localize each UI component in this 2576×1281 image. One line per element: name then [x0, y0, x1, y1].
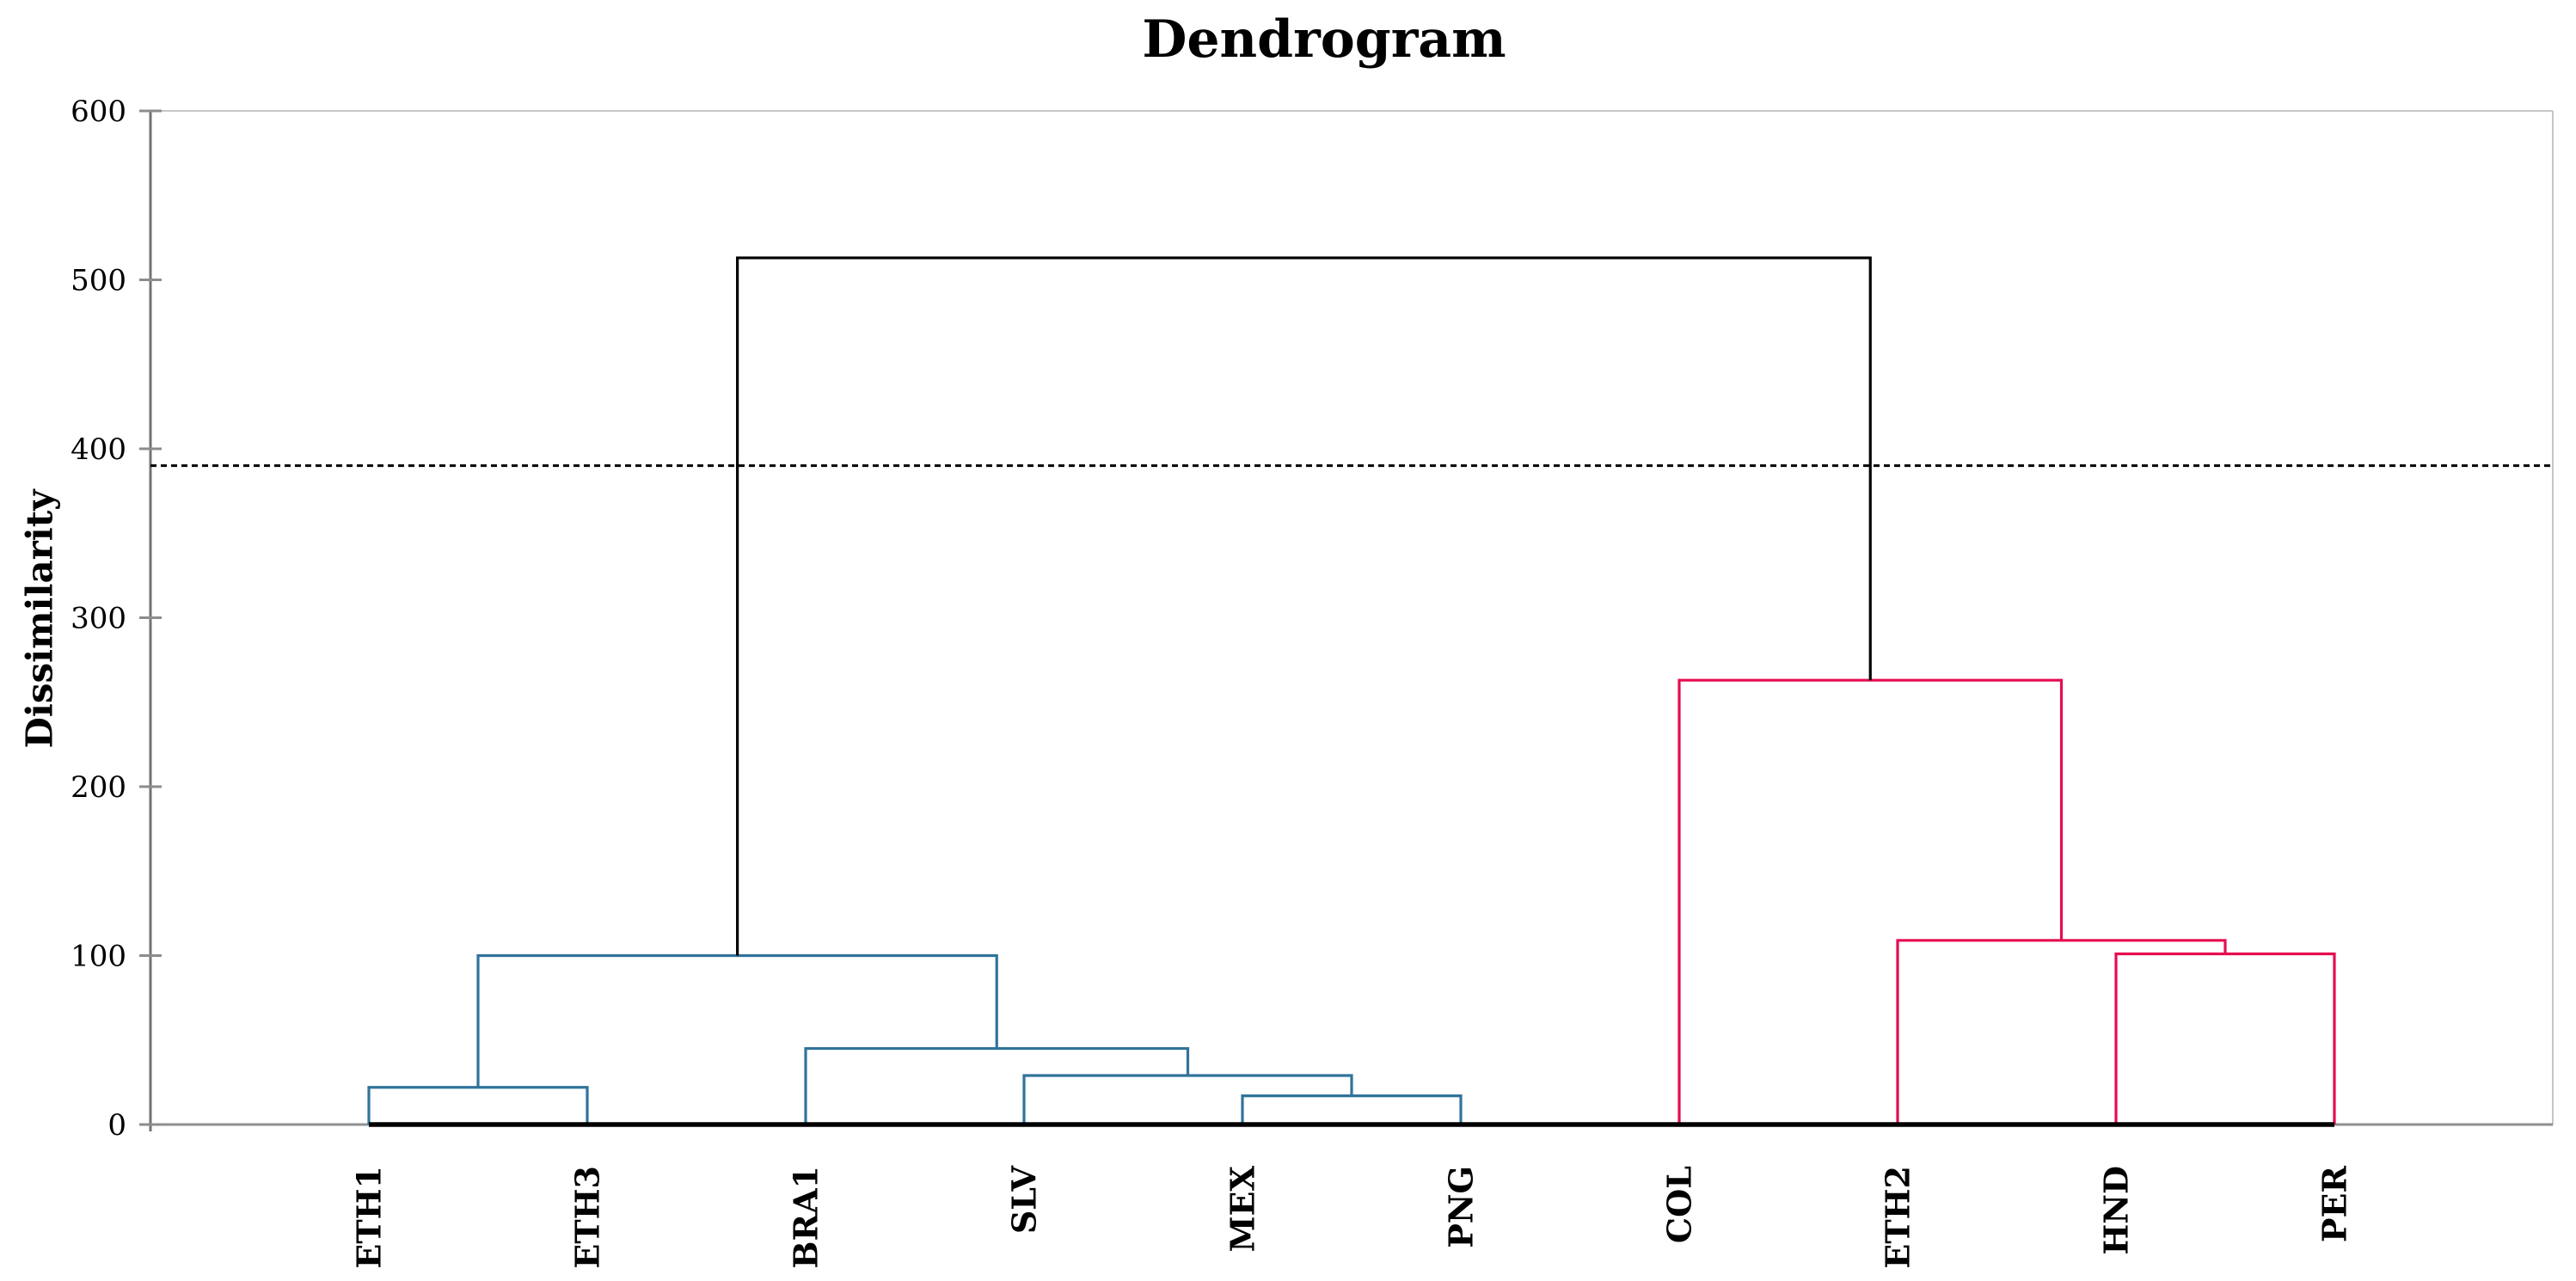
- y-tick-label: 100: [71, 940, 126, 974]
- cluster-link-m8: [1677, 678, 2064, 1125]
- leaf-label-eth1: ETH1: [350, 1166, 389, 1269]
- cluster-link-m6: [2114, 952, 2336, 1125]
- cluster-link-m7: [1896, 939, 2227, 1125]
- cluster-link-m1: [1241, 1094, 1463, 1125]
- chart-title: Dendrogram: [1142, 9, 1506, 70]
- y-tick-label: 0: [107, 1108, 126, 1143]
- leaf-label-col: COL: [1660, 1166, 1699, 1243]
- cluster-link-m9: [736, 256, 1872, 956]
- cluster-link-m5: [476, 953, 998, 1088]
- leaf-label-mex: MEX: [1224, 1165, 1262, 1252]
- leaf-label-eth3: ETH3: [568, 1166, 607, 1269]
- plot-borders: [149, 110, 2554, 1131]
- y-axis-title: Dissimilarity: [19, 488, 61, 749]
- leaf-label-hnd: HND: [2097, 1166, 2136, 1255]
- leaf-label-png: PNG: [1442, 1166, 1481, 1248]
- leaf-label-bra1: BRA1: [787, 1166, 825, 1269]
- cluster-link-m2: [367, 1086, 589, 1125]
- cluster-link-m4: [804, 1046, 1190, 1125]
- y-tick-label: 600: [71, 95, 126, 129]
- y-tick-label: 400: [71, 432, 126, 467]
- leaf-label-eth2: ETH2: [1879, 1166, 1917, 1269]
- cluster-link-m3: [1022, 1074, 1353, 1125]
- y-axis-ticks: 0 100 200 300 400 500 600: [71, 95, 162, 1143]
- leaf-labels: ETH1 ETH3 BRA1 SLV MEX PNG COL ETH2 HND PER: [350, 1164, 2354, 1268]
- y-tick-label: 200: [71, 770, 126, 805]
- y-tick-label: 300: [71, 602, 126, 636]
- dendrogram-links: [367, 256, 2336, 1125]
- leaf-label-slv: SLV: [1005, 1164, 1044, 1234]
- leaf-label-per: PER: [2315, 1166, 2354, 1243]
- y-tick-label: 500: [71, 264, 126, 298]
